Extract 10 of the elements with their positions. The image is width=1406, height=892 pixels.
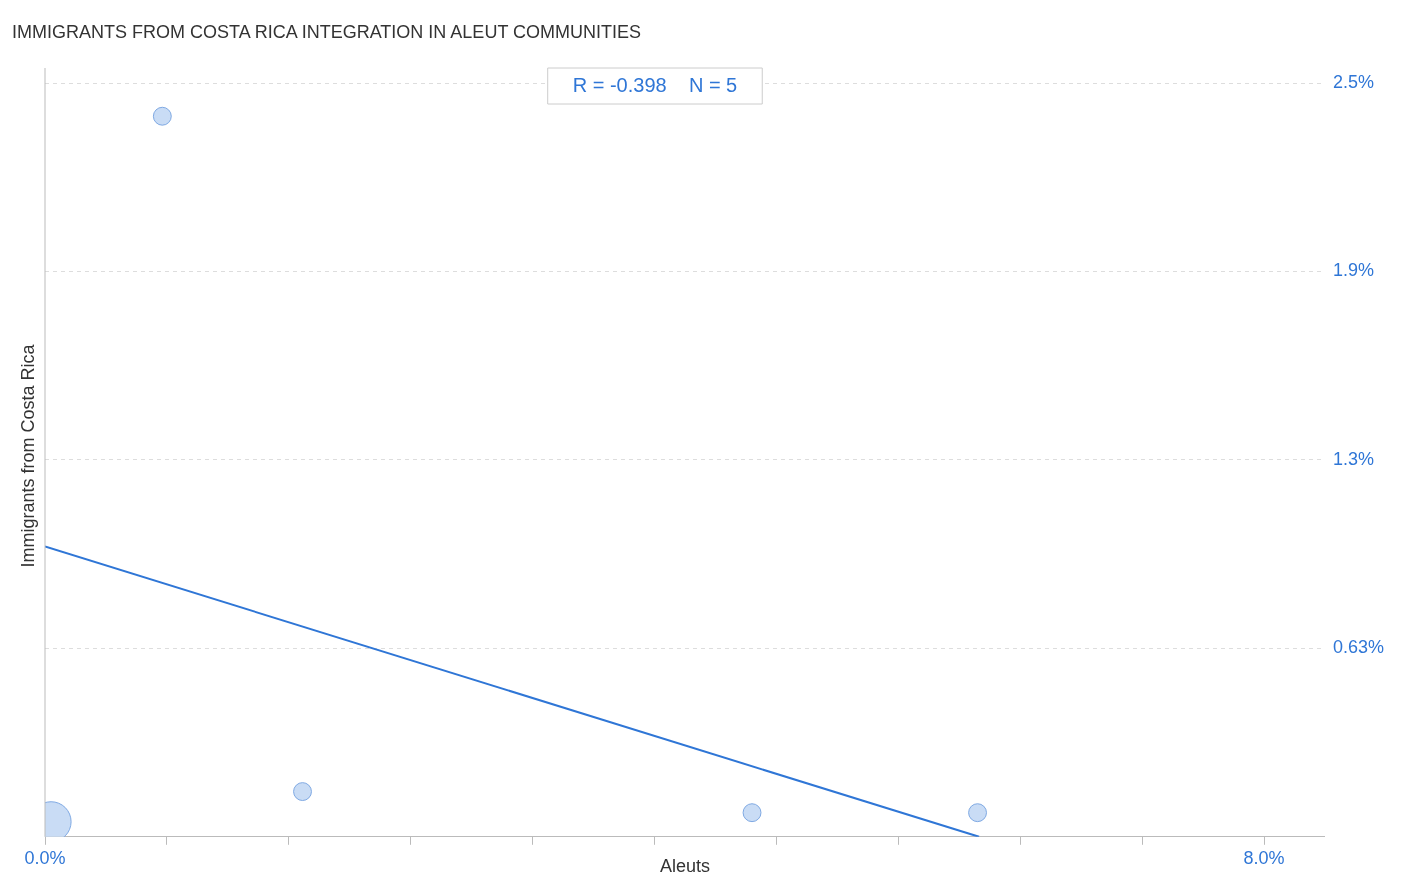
y-tick-label: 2.5% [1332, 72, 1374, 93]
x-tick-label: 8.0% [1243, 847, 1285, 868]
x-tick-label: 0.0% [24, 847, 66, 868]
y-axis-title: Immigrants from Costa Rica [17, 344, 39, 568]
chart-title: IMMIGRANTS FROM COSTA RICA INTEGRATION IN ALEUT COMMUNITIES [12, 22, 642, 43]
y-tick-label: 1.9% [1332, 260, 1374, 281]
x-axis-title: Aleuts [659, 856, 710, 877]
y-tick-label: 1.3% [1332, 448, 1374, 469]
y-tick-label: 0.63% [1332, 637, 1385, 658]
annotation: R = -0.398 N = 5 [572, 73, 738, 96]
